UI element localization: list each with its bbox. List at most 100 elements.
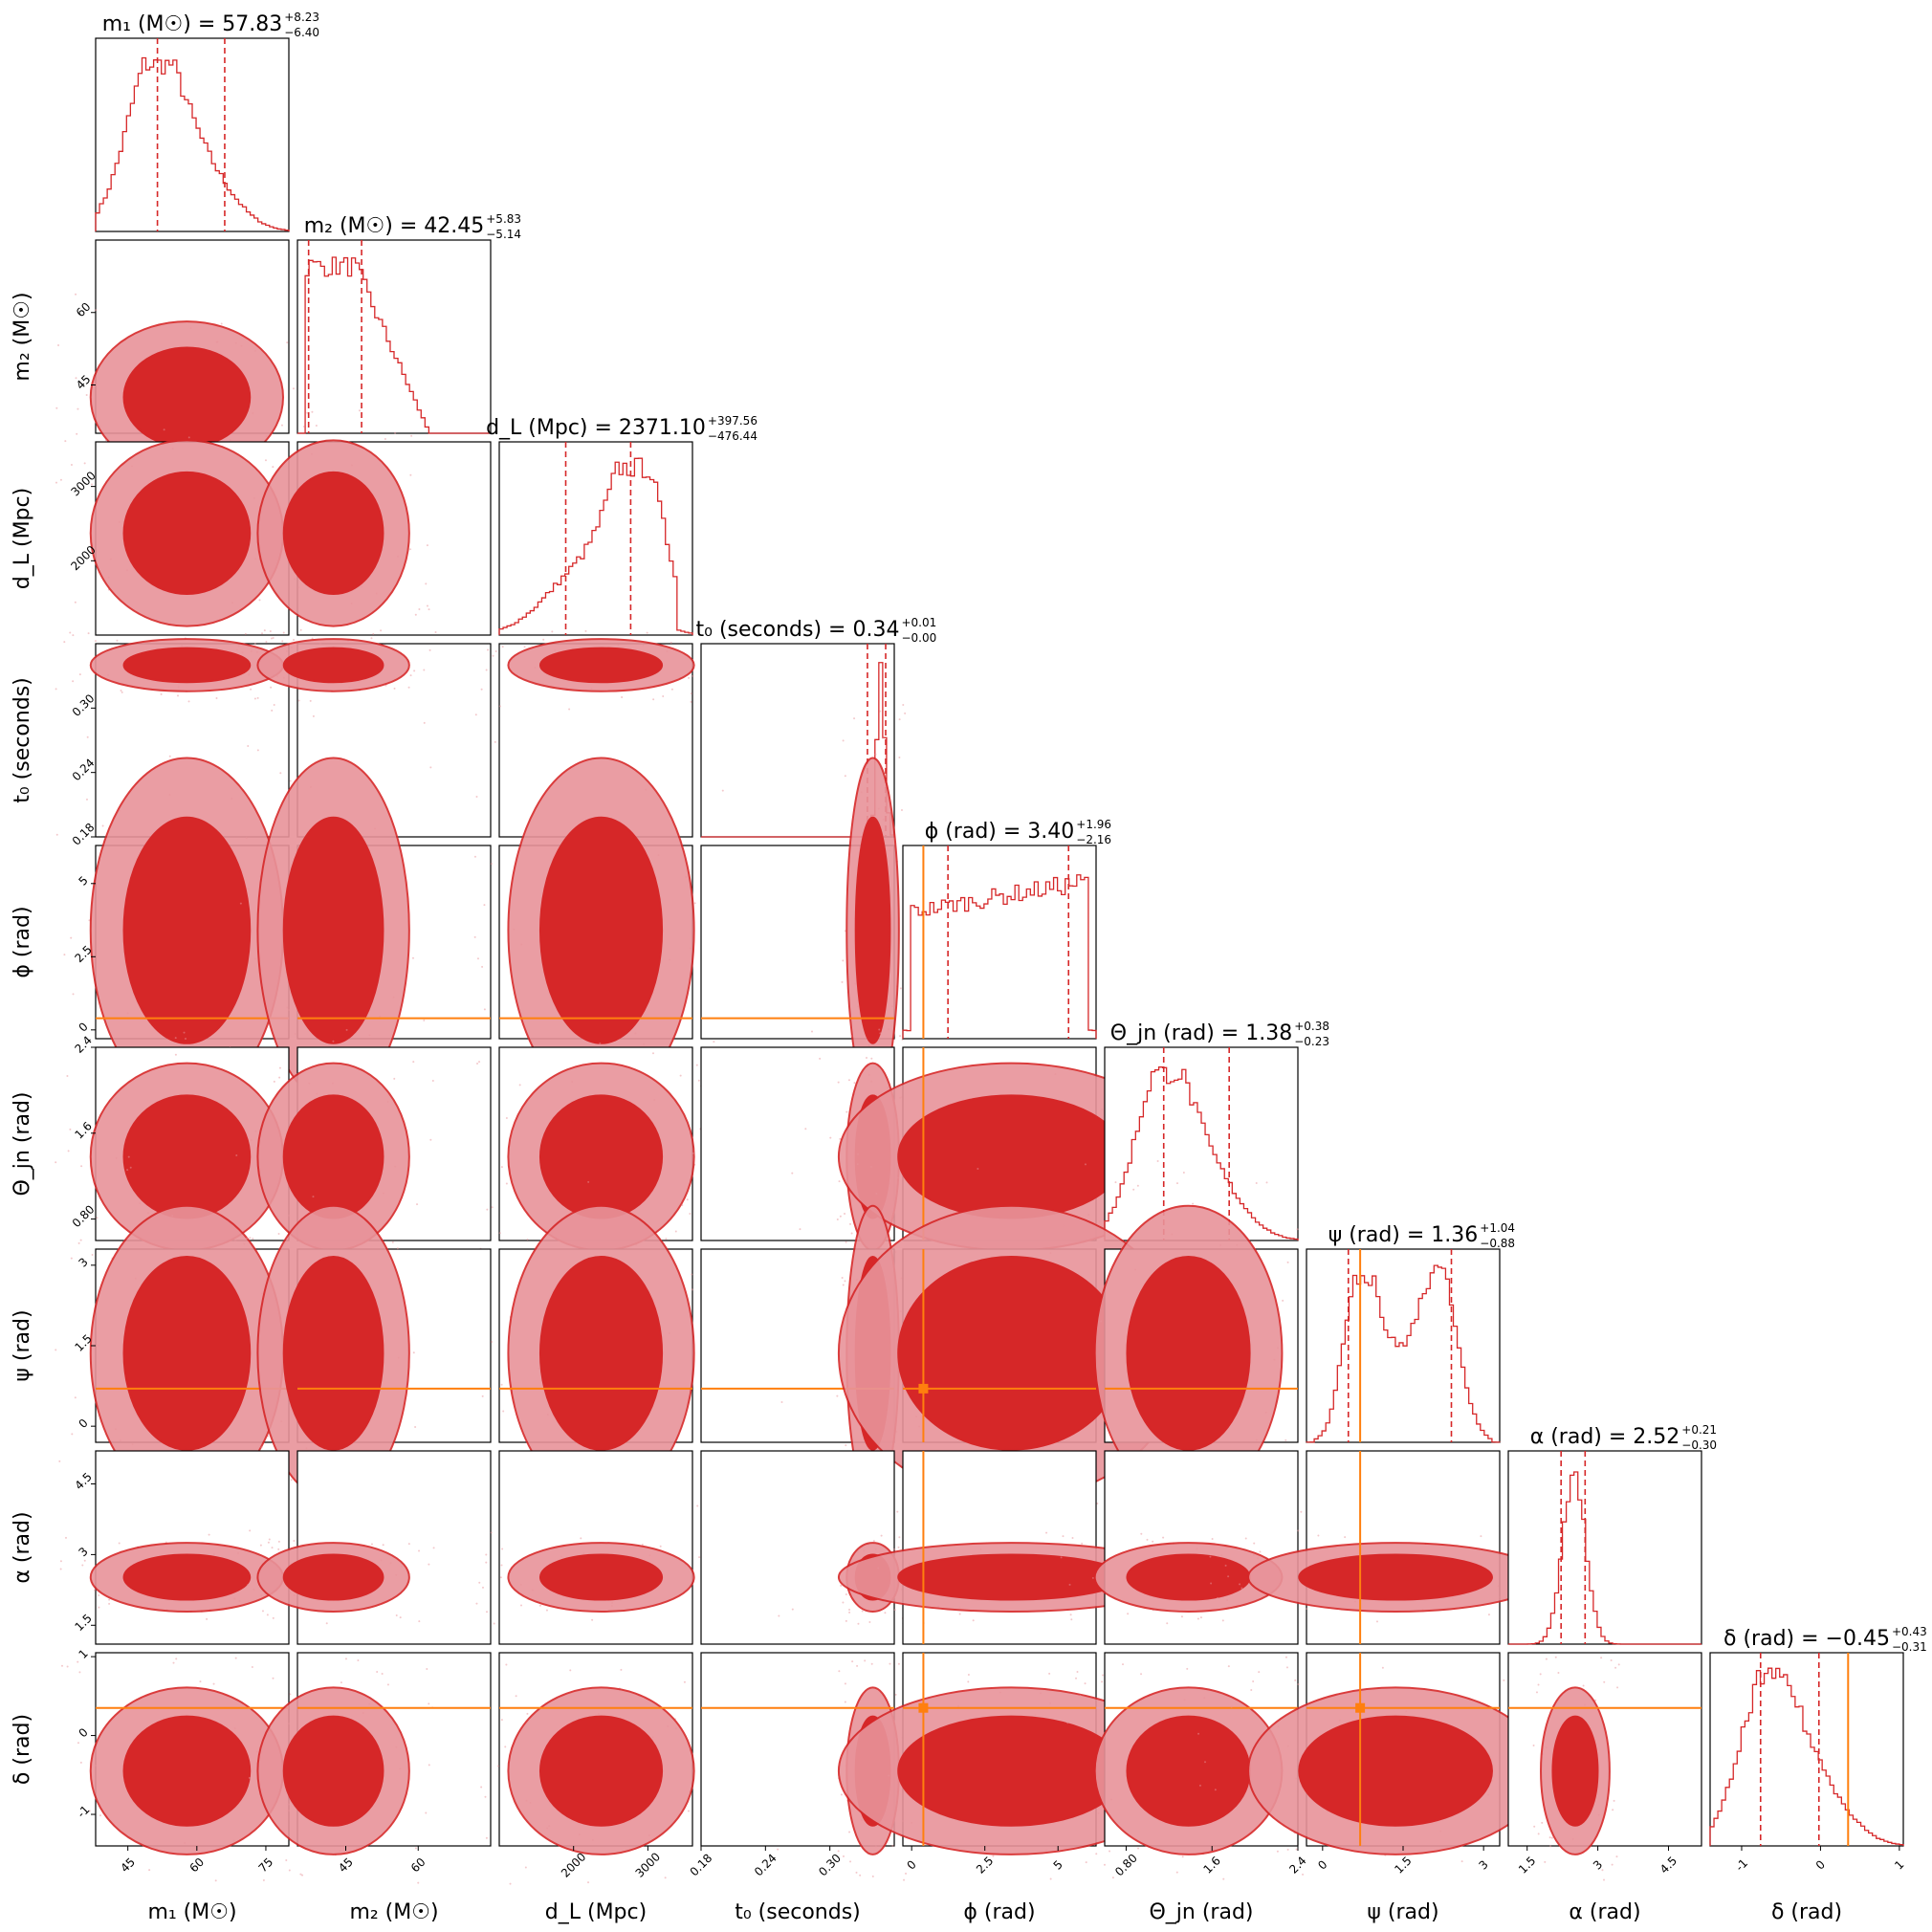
sample-point	[1060, 1556, 1063, 1559]
sample-point	[268, 1538, 271, 1541]
sample-point	[409, 674, 412, 677]
sample-point	[69, 631, 72, 634]
sample-point	[414, 1426, 417, 1429]
sample-point	[297, 699, 300, 702]
sample-point	[91, 1253, 94, 1256]
sample-point	[272, 466, 274, 469]
y-axis-label: m₂ (M☉)	[11, 292, 34, 381]
sample-point	[116, 639, 119, 642]
histogram-line	[902, 874, 1097, 1039]
contour-inner	[122, 1094, 252, 1219]
sample-point	[407, 1543, 410, 1546]
sample-point	[505, 1182, 508, 1185]
sample-point	[1192, 1202, 1195, 1205]
sample-point	[428, 608, 430, 611]
sample-point	[256, 749, 259, 752]
sample-point	[1230, 1705, 1233, 1708]
sample-point	[74, 1396, 77, 1399]
sample-point	[855, 1871, 858, 1874]
sample-point	[428, 1702, 430, 1705]
sample-point	[842, 1601, 845, 1604]
sample-point	[1085, 1861, 1087, 1864]
histogram-line	[1104, 1066, 1299, 1240]
sample-point	[496, 1765, 499, 1767]
sample-point	[229, 438, 231, 441]
sample-point	[891, 1844, 894, 1847]
sample-point	[880, 1534, 883, 1537]
sample-point	[66, 1075, 69, 1078]
sample-point	[893, 1609, 896, 1612]
sample-point	[1503, 1679, 1505, 1681]
sample-point	[1068, 1583, 1071, 1586]
sample-point	[277, 1540, 280, 1543]
sample-point	[591, 1618, 594, 1621]
title-minus: −0.88	[1480, 1237, 1515, 1250]
sample-point	[778, 1614, 780, 1617]
contour-inner	[282, 1094, 384, 1219]
sample-point	[239, 902, 242, 905]
sample-point	[474, 714, 477, 716]
sample-point	[98, 1594, 100, 1597]
sample-point	[104, 439, 107, 442]
sample-point	[59, 478, 62, 481]
x-tick-label: 1	[1892, 1857, 1906, 1872]
sample-point	[897, 1662, 900, 1665]
sample-point	[311, 410, 314, 413]
sample-point	[857, 1622, 860, 1625]
sample-point	[70, 936, 73, 939]
sample-point	[958, 1613, 961, 1615]
sample-point	[844, 930, 846, 933]
x-tick-label: 45	[118, 1855, 138, 1876]
sample-point	[126, 1169, 129, 1172]
sample-point	[1180, 1615, 1183, 1618]
sample-point	[215, 697, 218, 700]
sample-point	[121, 691, 123, 693]
sample-point	[234, 1657, 237, 1659]
sample-point	[481, 1586, 484, 1589]
sample-point	[344, 1658, 347, 1660]
sample-point	[515, 1695, 517, 1698]
sample-point	[380, 629, 383, 632]
sample-point	[1259, 1550, 1262, 1553]
sample-point	[55, 406, 58, 409]
sample-point	[278, 1066, 281, 1069]
sample-point	[399, 1616, 402, 1619]
histogram-line	[95, 56, 290, 231]
x-tick-label: 1.5	[1392, 1854, 1414, 1876]
sample-point	[841, 1277, 844, 1280]
sample-point	[220, 322, 223, 325]
y-tick-label: 0.80	[70, 1202, 98, 1230]
sample-point	[1344, 1536, 1347, 1539]
sample-point	[423, 1019, 426, 1021]
sample-point	[875, 1192, 878, 1195]
sample-point	[357, 1658, 360, 1661]
sample-point	[1111, 1877, 1114, 1879]
sample-point	[261, 632, 264, 635]
sample-point	[1252, 1680, 1255, 1683]
sample-point	[345, 1028, 348, 1031]
sample-point	[431, 1079, 434, 1082]
sample-point	[247, 888, 250, 890]
sample-point	[118, 1542, 121, 1545]
sample-point	[83, 462, 86, 465]
sample-point	[271, 1547, 274, 1549]
sample-point	[279, 772, 282, 775]
sample-point	[1282, 1299, 1284, 1302]
sample-point	[1297, 1682, 1300, 1685]
sample-point	[646, 631, 648, 634]
sample-point	[285, 1859, 288, 1862]
contour-inner	[282, 647, 384, 684]
sample-point	[59, 1568, 62, 1570]
sample-point	[893, 1548, 896, 1550]
sample-point	[266, 1614, 269, 1616]
x-tick-label: 1.6	[1201, 1854, 1223, 1876]
sample-point	[1186, 1667, 1189, 1670]
sample-point	[587, 1881, 590, 1884]
sample-point	[1294, 1679, 1297, 1681]
y-tick-label: 5	[77, 873, 91, 888]
sample-point	[569, 1669, 572, 1672]
sample-point	[99, 425, 101, 428]
x-tick-label: 75	[256, 1855, 276, 1876]
contour-inner	[1126, 1553, 1251, 1601]
sample-point	[1045, 1531, 1048, 1534]
